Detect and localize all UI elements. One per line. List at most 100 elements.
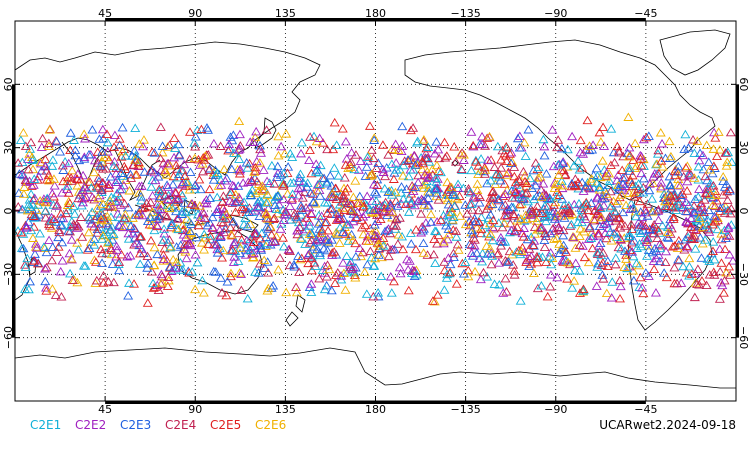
observation-marker	[80, 133, 90, 143]
observation-marker	[665, 180, 676, 189]
observation-marker	[327, 189, 338, 198]
observation-marker	[684, 253, 695, 263]
observation-marker	[134, 139, 145, 148]
observation-marker	[486, 259, 497, 269]
observation-marker	[376, 252, 387, 262]
observation-marker	[70, 150, 81, 160]
observation-marker	[280, 206, 291, 216]
observation-marker	[720, 244, 731, 254]
observation-marker	[34, 228, 45, 238]
observation-marker	[439, 285, 450, 294]
observation-marker	[247, 253, 258, 262]
observation-marker	[514, 142, 525, 152]
observation-marker	[553, 135, 564, 144]
observation-marker	[413, 177, 424, 187]
observation-marker	[444, 209, 455, 218]
observation-marker	[433, 166, 444, 175]
observation-marker	[18, 229, 29, 238]
observation-marker	[255, 144, 266, 154]
observation-marker	[485, 175, 496, 185]
observation-marker	[558, 225, 569, 235]
observation-marker	[354, 198, 365, 207]
observation-marker	[114, 140, 125, 149]
observation-marker	[613, 146, 624, 155]
observation-marker	[155, 204, 166, 213]
observation-marker	[391, 221, 402, 230]
observation-marker	[640, 207, 651, 217]
observation-marker	[303, 258, 314, 268]
observation-marker	[228, 130, 239, 139]
observation-marker	[308, 242, 319, 251]
observation-marker	[246, 175, 257, 185]
observation-marker	[247, 185, 258, 194]
observation-marker	[609, 157, 620, 167]
observation-marker	[438, 210, 449, 220]
observation-marker	[535, 172, 546, 181]
observation-marker	[114, 265, 124, 275]
observation-marker	[458, 269, 469, 278]
observation-marker	[689, 292, 700, 302]
observation-marker	[463, 186, 474, 196]
observation-marker	[613, 242, 624, 252]
observation-marker	[229, 252, 240, 261]
observation-marker	[262, 190, 273, 199]
observation-marker	[192, 125, 203, 135]
observation-marker	[663, 227, 673, 237]
observation-marker	[210, 170, 221, 179]
observation-marker	[18, 170, 29, 180]
observation-marker	[296, 234, 307, 243]
observation-marker	[226, 164, 237, 174]
observation-marker	[710, 133, 721, 142]
observation-marker	[321, 178, 332, 188]
observation-marker	[680, 206, 691, 215]
observation-marker	[218, 191, 229, 200]
observation-marker	[24, 202, 35, 211]
observation-marker	[635, 207, 646, 216]
observation-marker	[451, 232, 462, 241]
observation-marker	[575, 135, 586, 145]
observation-marker	[251, 229, 262, 238]
observation-marker	[252, 202, 263, 212]
observation-marker	[710, 201, 721, 210]
observation-marker	[430, 173, 441, 183]
observation-marker	[589, 215, 600, 225]
observation-marker	[204, 217, 215, 227]
observation-marker	[147, 190, 158, 200]
observation-marker	[725, 208, 736, 218]
observation-marker	[615, 223, 626, 232]
observation-marker	[577, 205, 588, 214]
observation-marker	[502, 210, 513, 219]
observation-marker	[242, 163, 253, 172]
lon-tick-label-bottom: −90	[544, 403, 567, 416]
observation-marker	[480, 165, 491, 174]
observation-marker	[707, 246, 718, 255]
observation-marker	[28, 257, 39, 267]
observation-marker	[520, 210, 531, 220]
observation-marker	[136, 192, 147, 201]
observation-marker	[451, 226, 462, 235]
observation-marker	[468, 191, 479, 201]
observation-marker	[190, 142, 201, 151]
observation-marker	[355, 251, 366, 261]
lat-tick-label-left: 30	[2, 141, 15, 155]
observation-marker	[501, 142, 512, 151]
observation-marker	[520, 176, 530, 186]
observation-marker	[406, 199, 417, 209]
observation-marker	[494, 169, 505, 179]
observation-marker	[256, 197, 267, 206]
observation-marker	[204, 165, 215, 174]
observation-marker	[625, 150, 636, 160]
observation-marker	[169, 152, 180, 162]
observation-marker	[304, 221, 315, 230]
observation-marker	[28, 256, 39, 265]
observation-marker	[101, 129, 112, 138]
observation-marker	[95, 212, 106, 221]
observation-marker	[435, 167, 446, 177]
observation-marker	[221, 290, 232, 300]
lon-tick-label-bottom: 90	[188, 403, 202, 416]
observation-marker	[542, 201, 553, 211]
observation-marker	[574, 231, 585, 241]
observation-marker	[66, 254, 77, 263]
observation-marker	[615, 219, 626, 228]
observation-marker	[117, 222, 128, 232]
